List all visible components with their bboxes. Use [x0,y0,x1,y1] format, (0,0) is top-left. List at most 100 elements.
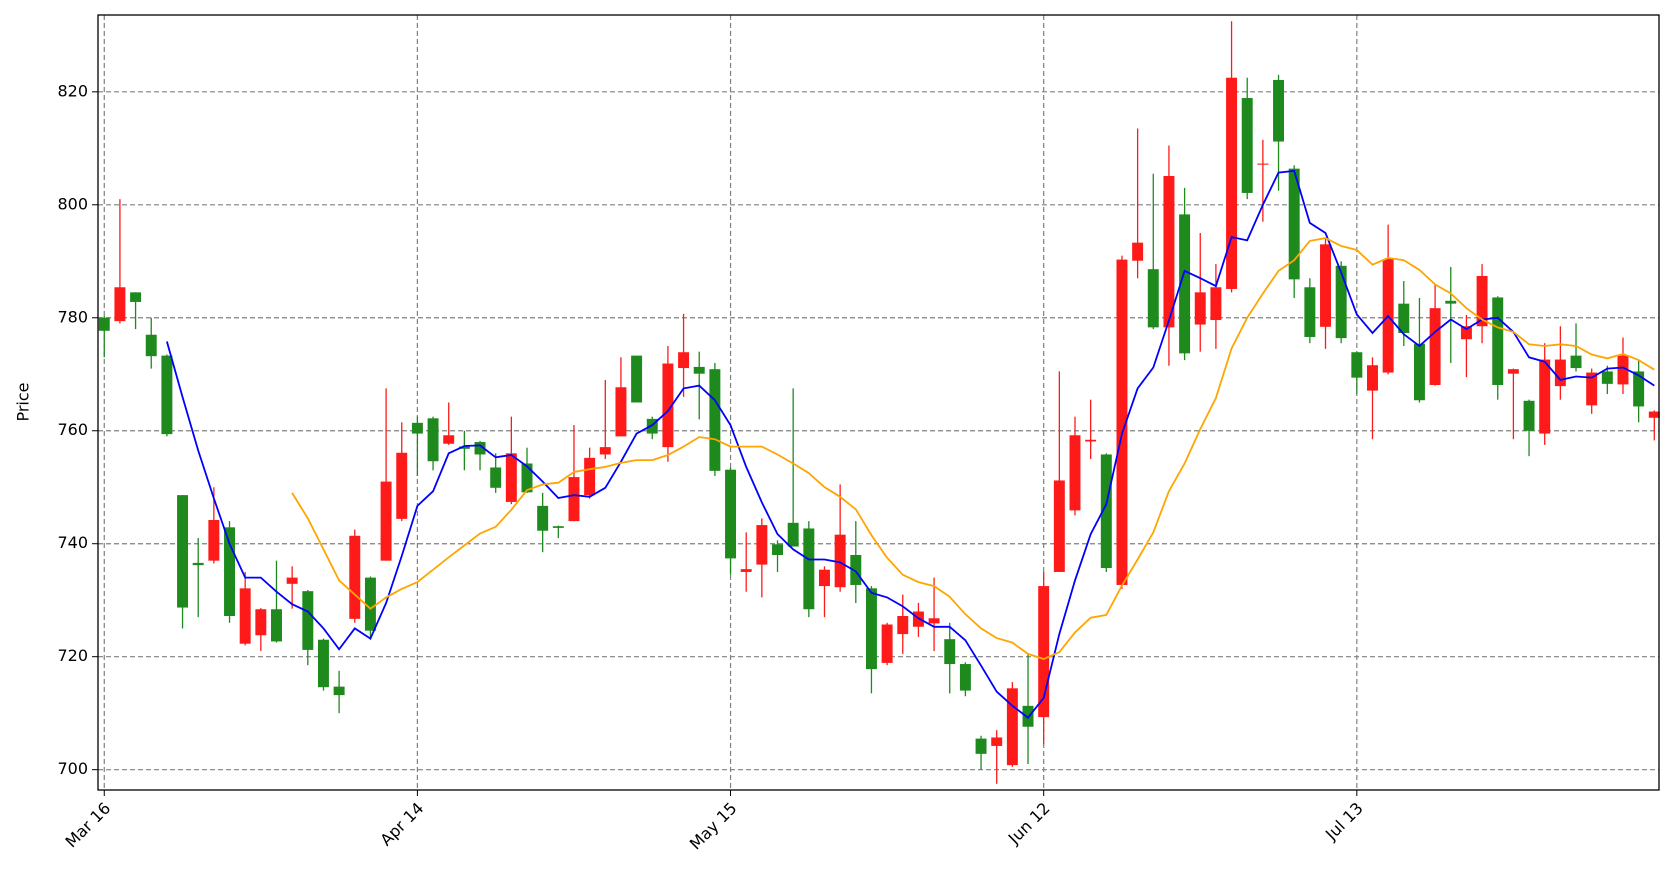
candle-body [1147,269,1159,328]
candle-body [1226,77,1238,289]
candle-body [1366,365,1378,391]
candle-body [584,457,596,496]
candle-body [756,525,768,565]
candle-body [819,569,830,587]
candle-body [98,317,110,331]
moving-average-line [291,237,1655,660]
candle-body [286,577,298,584]
candle-body [1085,439,1097,442]
candle-body [1006,688,1018,766]
candle-body [552,526,564,528]
y-tick-label: 740 [57,533,88,552]
candle-body [928,618,940,624]
candle-body [458,446,470,449]
candle-body [1633,371,1645,407]
x-tick-label: Jun 12 [1004,799,1054,849]
candle-body [1241,98,1253,193]
candle-body [208,519,220,561]
candle-body [364,577,376,631]
candle-body [1648,411,1660,418]
y-tick-label: 780 [57,307,88,326]
candle-body [959,664,971,691]
candle-body [1069,435,1081,511]
candle-body [1194,292,1206,325]
candle-body [865,588,877,670]
candle-body [349,535,361,619]
candle-body [161,355,173,435]
candle-body [1445,300,1457,304]
candle-body [1335,265,1347,339]
y-tick-label: 700 [57,759,88,778]
candle-body [521,463,533,493]
candle-body [615,387,627,437]
candle-body [881,624,893,663]
candle-body [991,737,1003,746]
candle-body [302,591,314,650]
candle-body [333,686,345,696]
candle-body [1460,326,1472,340]
candle-body [1288,168,1300,280]
candle-body [772,544,783,556]
candle-body [396,452,408,519]
x-tick-label: Mar 16 [61,799,114,852]
candle-body [678,352,690,369]
candle-body [975,738,987,754]
candle-body [568,477,580,522]
candle-body [646,418,658,434]
candle-body [1398,303,1410,334]
candle-body [1100,454,1112,569]
candle-body [709,369,721,471]
y-axis-label: Price [14,382,33,421]
candle-body [1351,352,1363,378]
candle-body [599,447,611,455]
candle-body [1539,359,1551,434]
candle-body [1601,371,1613,384]
candle-body [1257,163,1269,165]
x-tick-label: Apr 14 [376,799,427,850]
candle-body [271,609,282,642]
candle-body [1132,242,1144,261]
y-tick-label: 800 [57,194,88,213]
candle-body [897,616,909,635]
candle-body [1570,355,1582,369]
candle-body [505,453,517,502]
candle-body [944,639,956,665]
candle-body [662,363,674,448]
candle-body [239,588,251,644]
candle-body [1413,343,1425,401]
x-tick-label: Jul 13 [1321,799,1367,845]
candle-body [1429,308,1441,385]
candle-body [177,495,189,608]
candle-body [1179,214,1191,354]
candle-body [1523,400,1535,431]
moving-average-line [166,169,1655,719]
candle-body [537,505,549,531]
candle-body [1507,369,1519,374]
candle-body [130,292,142,302]
candle-body [114,287,126,322]
candle-body [474,442,486,455]
candle-body [1492,297,1504,385]
candle-body [1210,287,1222,321]
candle-body [787,522,799,547]
candle-body [224,527,235,617]
candle-body [192,562,204,566]
y-tick-label: 760 [57,420,88,439]
candle-body [317,639,329,688]
candle-body [427,418,439,462]
candle-body [1586,372,1598,406]
candle-body [740,569,752,572]
candle-body [1273,79,1285,142]
y-tick-label: 820 [57,81,88,100]
candle-body [693,366,705,374]
candle-body [380,481,392,561]
candle-body [411,422,423,434]
candle-body [1476,275,1488,327]
y-tick-label: 720 [57,646,88,665]
candle-body [1038,586,1050,718]
candle-body [443,435,455,444]
candle-body [1554,359,1566,387]
plot-frame [97,14,1660,791]
